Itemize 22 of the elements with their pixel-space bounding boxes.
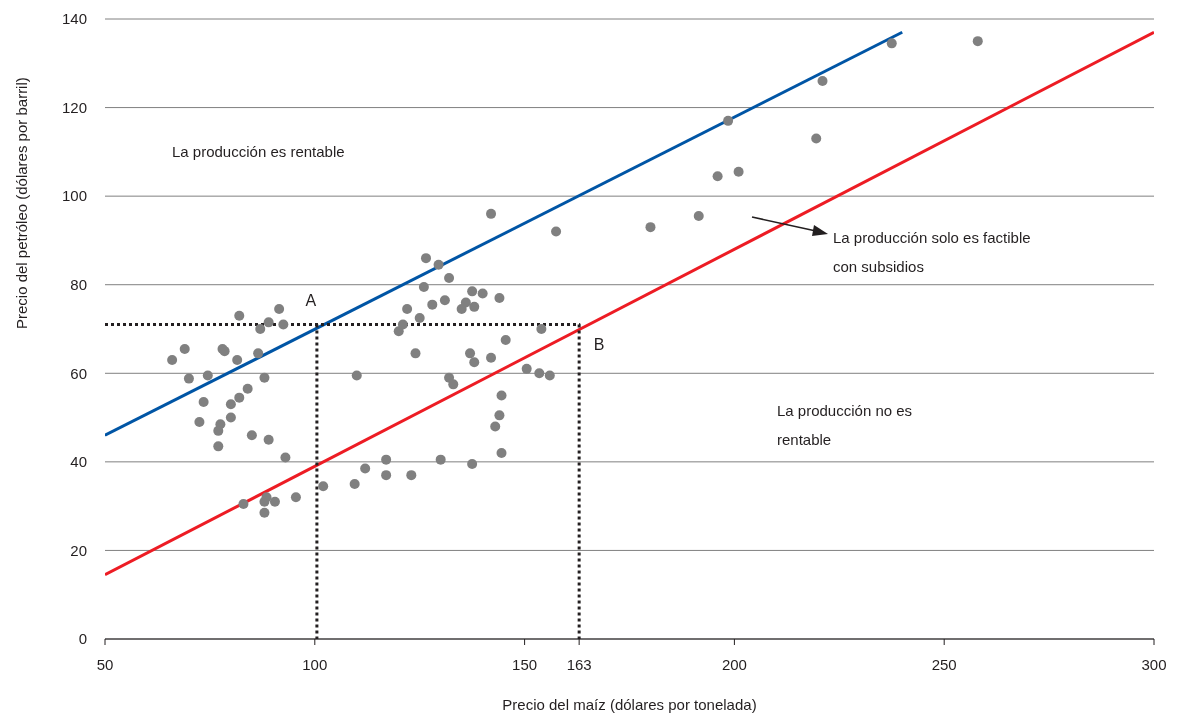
y-tick-label: 20: [70, 541, 87, 559]
y-tick-label: 140: [61, 10, 87, 28]
annotation: B: [593, 336, 605, 354]
y-tick-label: 60: [70, 364, 87, 382]
x-tick-label: 200: [721, 655, 747, 673]
annotation: La producción es rentable: [172, 142, 346, 162]
x-tick-label: 150: [512, 655, 538, 673]
x-tick-label: 50: [96, 655, 114, 673]
annotation: La producción no es rentable: [777, 401, 914, 450]
y-tick-label: 80: [70, 276, 87, 294]
annotation: A: [305, 292, 317, 310]
x-tick-label: 100: [302, 655, 328, 673]
y-tick-label: 100: [61, 187, 87, 205]
y-tick-label: 0: [78, 630, 87, 648]
x-tick-label: 300: [1141, 655, 1167, 673]
x-tick-label: 163: [566, 655, 592, 673]
x-tick-label: 250: [931, 655, 957, 673]
annotation: La producción solo es factible con subsidios: [833, 228, 1032, 277]
y-axis-title: Precio del petróleo (dólares por barril): [13, 77, 31, 329]
y-tick-label: 120: [61, 98, 87, 116]
x-axis-title: Precio del maíz (dólares por tonelada): [502, 696, 757, 713]
y-tick-label: 40: [70, 453, 87, 471]
